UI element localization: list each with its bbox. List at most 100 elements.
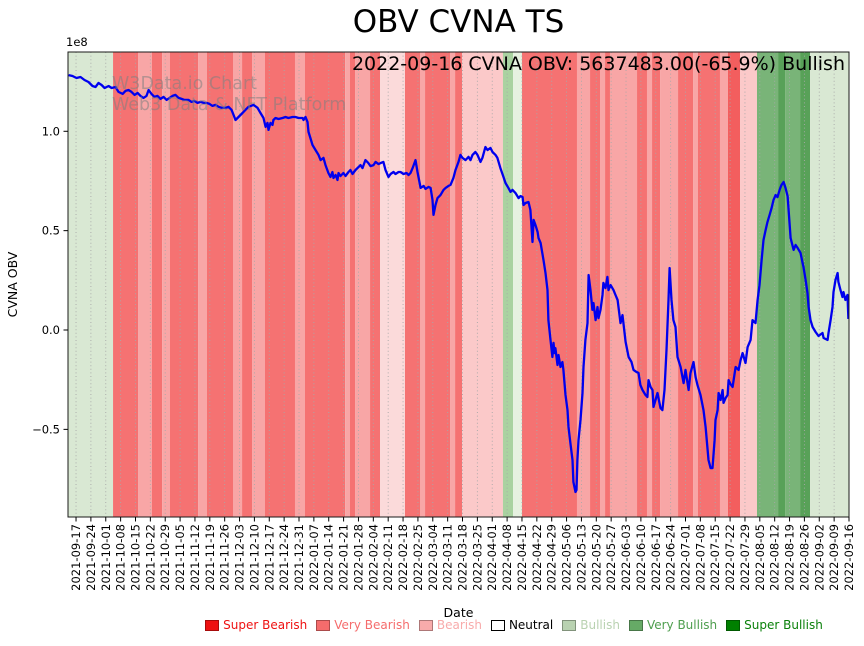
y-tick-label: 0.0 xyxy=(42,323,60,337)
y-tick-label: 1.0 xyxy=(42,124,60,138)
plot-border xyxy=(67,51,850,518)
x-tick-label: 2022-05-13 xyxy=(574,524,588,591)
sentiment-band xyxy=(252,52,265,517)
x-tick-label: 2022-03-11 xyxy=(441,524,455,591)
legend-label: Neutral xyxy=(508,618,554,632)
x-tick-label: 2021-10-29 xyxy=(158,524,172,591)
x-tick-label: 2021-10-15 xyxy=(128,524,142,591)
x-tick-label: 2022-07-08 xyxy=(693,524,707,591)
x-tick-label: 2022-05-20 xyxy=(589,524,603,591)
sentiment-band xyxy=(502,52,514,517)
legend-item: Super Bullish xyxy=(726,618,823,632)
y-axis-label: CVNA OBV xyxy=(5,251,20,317)
legend-swatch xyxy=(562,619,577,631)
sentiment-band xyxy=(138,52,152,517)
sentiment-band xyxy=(345,52,350,517)
x-tick-label: 2022-08-12 xyxy=(768,524,782,591)
sentiment-band xyxy=(756,52,779,517)
obv-line xyxy=(68,73,849,494)
x-tick-label: 2022-02-25 xyxy=(411,524,425,591)
sentiment-band xyxy=(513,52,522,517)
x-tick-label: 2022-03-18 xyxy=(456,524,470,591)
legend-item: Very Bearish xyxy=(316,618,410,632)
legend-label: Super Bearish xyxy=(223,618,308,632)
sentiment-band xyxy=(264,52,295,517)
x-tick-label: 2021-10-01 xyxy=(99,524,113,591)
legend-swatch xyxy=(490,619,505,631)
legend-label: Super Bullish xyxy=(744,618,823,632)
x-tick-label: 2022-01-14 xyxy=(322,524,336,591)
x-tick-label: 2021-11-19 xyxy=(203,524,217,591)
x-tick-label: 2022-09-09 xyxy=(827,524,841,591)
legend-label: Bearish xyxy=(436,618,482,632)
sentiment-band xyxy=(206,52,233,517)
sentiment-band xyxy=(404,52,420,517)
sentiment-band xyxy=(455,52,463,517)
x-tick-label: 2022-06-03 xyxy=(619,524,633,591)
x-tick-label: 2022-02-11 xyxy=(381,524,395,591)
sentiment-band xyxy=(728,52,741,517)
sentiment-band xyxy=(576,52,591,517)
x-tick-label: 2022-04-15 xyxy=(515,524,529,591)
x-tick-label: 2021-10-08 xyxy=(114,524,128,591)
sentiment-band xyxy=(425,52,451,517)
x-tick-label: 2021-12-17 xyxy=(262,524,276,591)
sentiment-band xyxy=(719,52,728,517)
x-tick-label: 2022-02-18 xyxy=(396,524,410,591)
x-tick-label: 2022-04-08 xyxy=(500,524,514,591)
sentiment-band xyxy=(678,52,694,517)
sentiment-band xyxy=(450,52,456,517)
sentiment-band xyxy=(242,52,253,517)
x-tick-label: 2022-07-22 xyxy=(723,524,737,591)
sentiment-band xyxy=(521,52,577,517)
legend-swatch xyxy=(316,619,331,631)
x-tick-label: 2022-04-22 xyxy=(530,524,544,591)
sentiment-band xyxy=(778,52,786,517)
sentiment-band xyxy=(151,52,163,517)
sentiment-band xyxy=(697,52,720,517)
sentiment-band xyxy=(800,52,811,517)
x-tick-label: 2021-11-26 xyxy=(218,524,232,591)
x-tick-label: 2022-03-25 xyxy=(470,524,484,591)
sentiment-band xyxy=(198,52,207,517)
legend-item: Bearish xyxy=(418,618,482,632)
legend-item: Very Bullish xyxy=(628,618,717,632)
watermark: W3Data.io Chart Web3 Data & NFT Platform xyxy=(112,74,346,116)
x-tick-label: 2022-08-26 xyxy=(797,524,811,591)
x-tick-label: 2022-02-04 xyxy=(366,524,380,591)
sentiment-band xyxy=(304,52,346,517)
legend-item: Super Bearish xyxy=(205,618,307,632)
sentiment-band xyxy=(233,52,243,517)
x-tick-label: 2022-06-24 xyxy=(664,524,678,591)
sentiment-band xyxy=(420,52,426,517)
x-tick-label: 2022-08-05 xyxy=(753,524,767,591)
watermark-line1: W3Data.io Chart xyxy=(112,74,258,94)
x-tick-label: 2021-12-03 xyxy=(233,524,247,591)
sentiment-band xyxy=(294,52,305,517)
legend-label: Bullish xyxy=(580,618,620,632)
sentiment-band xyxy=(590,52,601,517)
last-value-annotation: 2022-09-16 CVNA OBV: 5637483.00(-65.9%) … xyxy=(351,53,845,75)
sentiment-band xyxy=(693,52,698,517)
x-axis: 2021-09-17 2021-09-24 2021-10-01 2021-10-08… xyxy=(69,517,856,620)
sentiment-band xyxy=(113,52,139,517)
x-tick-label: 2022-05-27 xyxy=(604,524,618,591)
sentiment-band xyxy=(370,52,381,517)
sentiment-band xyxy=(810,52,849,517)
legend-label: Very Bearish xyxy=(334,618,410,632)
x-tick-label: 2021-12-24 xyxy=(277,524,291,591)
chart-title: OBV CVNA TS xyxy=(352,4,565,40)
x-tick-label: 2022-05-06 xyxy=(560,524,574,591)
x-tick-label: 2022-01-07 xyxy=(307,524,321,591)
x-tick-label: 2021-11-05 xyxy=(173,524,187,591)
sentiment-band xyxy=(349,52,356,517)
y-offset-label: 1e8 xyxy=(66,35,88,49)
x-tick-label: 2022-08-19 xyxy=(783,524,797,591)
legend-item: Neutral xyxy=(490,618,554,632)
x-tick-label: 2022-04-01 xyxy=(485,524,499,591)
legend-swatch xyxy=(205,619,220,631)
x-tick-label: 2021-12-31 xyxy=(292,524,306,591)
sentiment-band xyxy=(68,52,114,517)
sentiment-band xyxy=(646,52,653,517)
